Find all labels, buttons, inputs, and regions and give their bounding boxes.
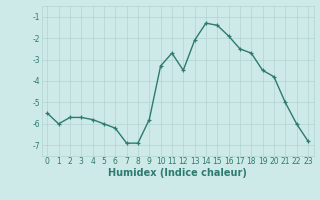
X-axis label: Humidex (Indice chaleur): Humidex (Indice chaleur) xyxy=(108,168,247,178)
